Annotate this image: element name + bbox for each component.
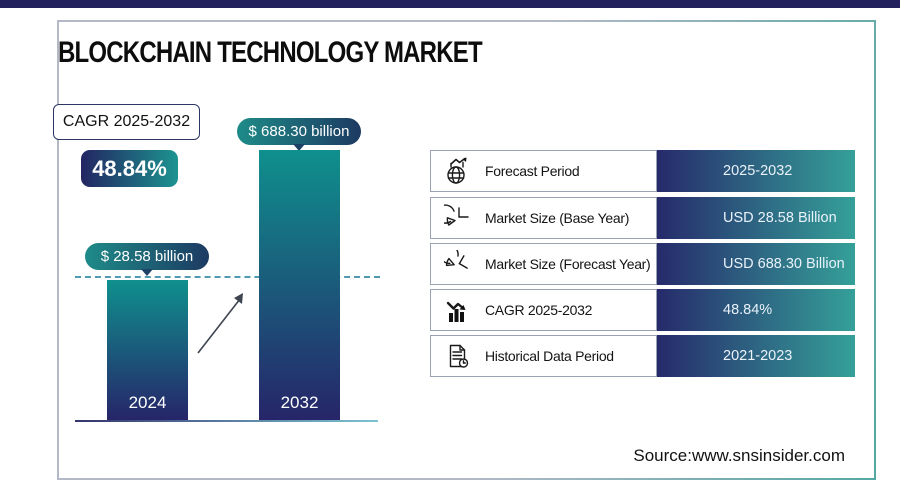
table-row: Forecast Period 2025-2032 [430, 150, 855, 192]
table-row: CAGR 2025-2032 48.84% [430, 289, 855, 331]
document-clock-icon [449, 344, 469, 368]
bar-chart-arrow-icon [446, 301, 466, 322]
bubble-pointer [293, 144, 305, 151]
fact-value-cell: 2021-2023 [657, 335, 855, 377]
fact-label-cell: CAGR 2025-2032 [430, 289, 657, 331]
fact-label: Historical Data Period [485, 348, 614, 364]
fact-label: Forecast Period [485, 163, 580, 179]
fact-label-cell: Market Size (Base Year) [430, 197, 657, 239]
fact-value-cell: 48.84% [657, 289, 855, 331]
source-credit: Source:www.snsinsider.com [633, 446, 845, 465]
table-row: Market Size (Base Year) USD 28.58 Billio… [430, 197, 855, 239]
reference-dashed-line [75, 276, 380, 278]
top-accent-strip [0, 0, 900, 8]
cagr-value-badge: 48.84% [81, 150, 178, 187]
bubble-pointer [141, 269, 153, 276]
table-row: Market Size (Forecast Year) USD 688.30 B… [430, 243, 855, 285]
bar-2024: 2024 [107, 280, 188, 420]
bar-year-label: 2032 [280, 393, 319, 412]
pie-chart-icon [444, 204, 469, 226]
page-title: BLOCKCHAIN TECHNOLOGY MARKET [58, 36, 483, 69]
fact-value-cell: USD 688.30 Billion [657, 243, 855, 285]
fact-label: Market Size (Base Year) [485, 210, 630, 226]
bar-2032: 2032 [259, 150, 340, 420]
cagr-period-label: CAGR 2025-2032 [53, 104, 200, 140]
table-row: Historical Data Period 2021-2023 [430, 335, 855, 377]
globe-growth-icon [447, 157, 467, 184]
bar-value-bubble-2024: $ 28.58 billion [85, 243, 209, 270]
fact-label-cell: Forecast Period [430, 150, 657, 192]
fact-label-cell: Market Size (Forecast Year) [430, 243, 657, 285]
fact-value-cell: 2025-2032 [657, 150, 855, 192]
growth-arrow-icon [197, 293, 243, 354]
fact-value-cell: USD 28.58 Billion [657, 197, 855, 239]
x-axis-line [75, 420, 378, 422]
fact-label: CAGR 2025-2032 [485, 302, 593, 318]
fact-label: Market Size (Forecast Year) [485, 256, 651, 272]
bar-year-label: 2024 [128, 393, 167, 412]
fact-label-cell: Historical Data Period [430, 335, 657, 377]
pie-chart-exploded-icon [444, 250, 468, 269]
bar-value-bubble-2032: $ 688.30 billion [237, 118, 361, 145]
